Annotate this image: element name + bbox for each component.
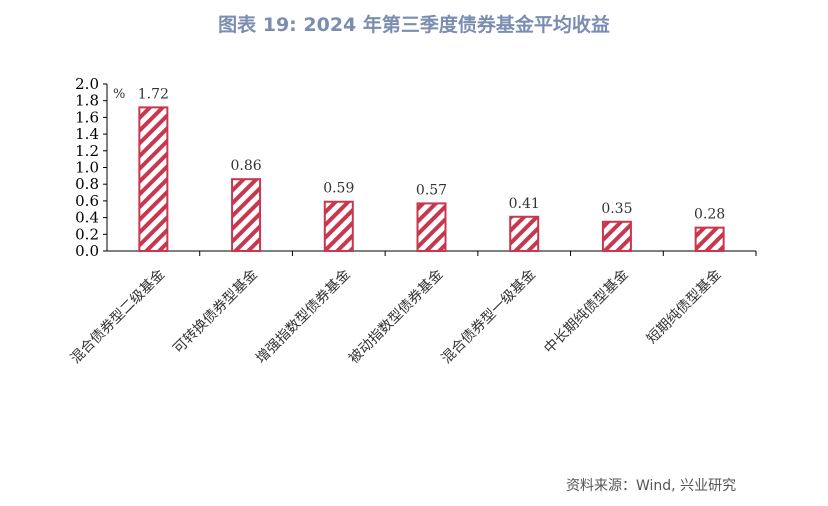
x-tick-label: 中长期纯债型基金	[541, 266, 632, 357]
data-label: 1.72	[138, 86, 169, 102]
y-tick-label: 1.6	[75, 108, 99, 126]
data-label: 0.28	[694, 207, 725, 223]
y-tick-label: 0.6	[75, 192, 99, 210]
bar	[509, 215, 540, 252]
bar	[694, 226, 725, 252]
y-tick-label: 1.0	[75, 159, 99, 177]
y-unit-label: %	[113, 87, 125, 102]
y-tick-label: 0.2	[75, 225, 99, 243]
x-tick-label: 可转换债券型基金	[170, 266, 261, 357]
y-tick-label: 0.0	[75, 242, 99, 260]
x-tick-label: 混合债券型一级基金	[438, 266, 539, 367]
data-label: 0.41	[509, 196, 540, 212]
chart-title: 图表 19: 2024 年第三季度债券基金平均收益	[218, 14, 610, 36]
bar	[323, 200, 354, 252]
y-tick-label: 0.8	[75, 175, 99, 193]
y-tick-label: 0.4	[75, 209, 99, 227]
bar	[138, 106, 169, 252]
x-tick-label: 短期纯债型基金	[643, 266, 724, 347]
y-tick-label: 1.4	[75, 125, 99, 143]
x-tick-label: 增强指数型债券基金	[252, 266, 353, 367]
x-tick-label: 混合债券型二级基金	[67, 266, 168, 367]
y-tick-label: 1.2	[75, 142, 99, 160]
data-label: 0.86	[230, 158, 261, 174]
y-tick-label: 1.8	[75, 92, 99, 110]
bar	[231, 178, 262, 252]
x-tick-label: 被动指数型债券基金	[345, 266, 446, 367]
bar	[601, 220, 632, 252]
data-label: 0.59	[323, 181, 354, 197]
source-note: 资料来源：Wind, 兴业研究	[566, 478, 737, 494]
bar	[416, 202, 447, 252]
data-label: 0.57	[416, 182, 447, 198]
data-label: 0.35	[601, 201, 632, 217]
y-tick-label: 2.0	[75, 75, 99, 93]
